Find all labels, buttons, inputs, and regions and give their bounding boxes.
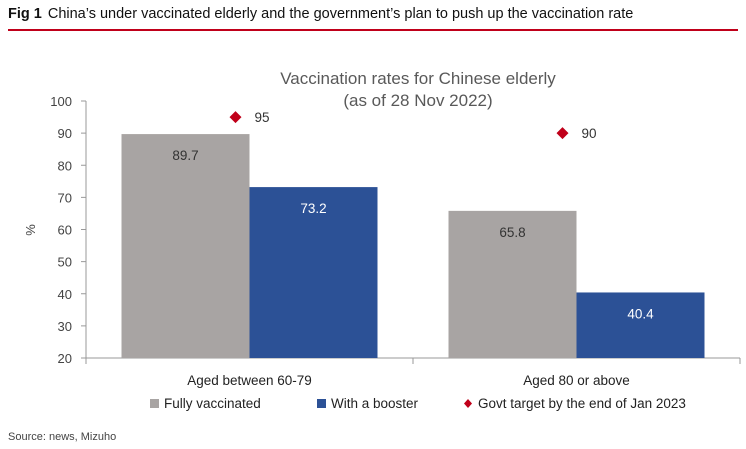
y-tick-label: 100: [50, 94, 72, 109]
y-tick-label: 70: [58, 190, 72, 205]
figure-title: China’s under vaccinated elderly and the…: [47, 6, 634, 22]
y-tick-label: 30: [58, 319, 72, 334]
y-tick-label: 50: [58, 255, 72, 270]
bar-data-label: 89.7: [172, 148, 198, 163]
bar: [448, 210, 577, 358]
bar: [249, 187, 378, 358]
target-marker: [229, 111, 242, 124]
figure-number: Fig 1: [8, 6, 42, 22]
vaccination-bar-chart: Vaccination rates for Chinese elderly (as…: [23, 69, 741, 411]
y-tick-label: 90: [58, 126, 72, 141]
legend-swatch: [317, 399, 326, 408]
legend-swatch: [464, 399, 472, 408]
target-data-label: 95: [255, 110, 270, 125]
bar-data-label: 40.4: [627, 306, 654, 321]
source-note: Source: news, Mizuho: [8, 431, 117, 443]
bar-data-label: 73.2: [300, 201, 326, 216]
chart-subtitle: (as of 28 Nov 2022): [343, 91, 492, 110]
y-tick-label: 80: [58, 158, 72, 173]
bar-data-label: 65.8: [499, 225, 525, 240]
bar: [576, 292, 705, 358]
legend-label: With a booster: [331, 396, 419, 411]
chart-title: Vaccination rates for Chinese elderly: [280, 69, 556, 88]
legend-label: Govt target by the end of Jan 2023: [478, 396, 686, 411]
y-tick-label: 40: [58, 287, 72, 302]
category-label: Aged 80 or above: [523, 373, 630, 388]
bar: [121, 134, 250, 358]
y-axis-label: %: [23, 224, 38, 236]
category-label: Aged between 60-79: [187, 373, 312, 388]
header-divider: [8, 29, 738, 31]
figure-header: Fig 1 China’s under vaccinated elderly an…: [8, 6, 738, 22]
legend-label: Fully vaccinated: [164, 396, 261, 411]
target-marker: [556, 127, 569, 140]
legend-swatch: [150, 399, 159, 408]
y-tick-label: 20: [58, 351, 72, 366]
target-data-label: 90: [582, 126, 597, 141]
y-tick-label: 60: [58, 223, 72, 238]
